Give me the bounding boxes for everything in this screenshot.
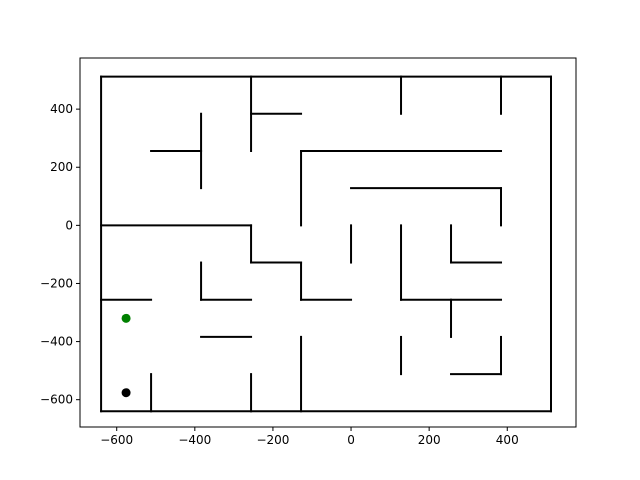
marker-point — [121, 388, 131, 398]
x-tick-label: 200 — [418, 433, 441, 447]
x-tick-label: −400 — [178, 433, 211, 447]
y-tick-label: 200 — [50, 160, 73, 174]
maze-walls — [100, 75, 553, 413]
y-tick-label: −200 — [40, 276, 73, 290]
x-tick-label: −200 — [256, 433, 289, 447]
y-tick-label: −400 — [40, 335, 73, 349]
y-tick-label: 0 — [65, 218, 73, 232]
y-tick-label: 400 — [50, 102, 73, 116]
x-tick-label: 400 — [496, 433, 519, 447]
plot-area — [80, 58, 576, 427]
axes-frame — [79, 57, 577, 428]
markers — [121, 313, 131, 398]
x-tick-label: −600 — [100, 433, 133, 447]
x-tick-label: 0 — [347, 433, 355, 447]
marker-point — [121, 313, 131, 323]
y-tick-label: −600 — [40, 393, 73, 407]
x-axis: −600 −400 −200 0 200 400 — [100, 427, 519, 447]
y-axis: −600 −400 −200 0 200 400 — [40, 102, 80, 407]
